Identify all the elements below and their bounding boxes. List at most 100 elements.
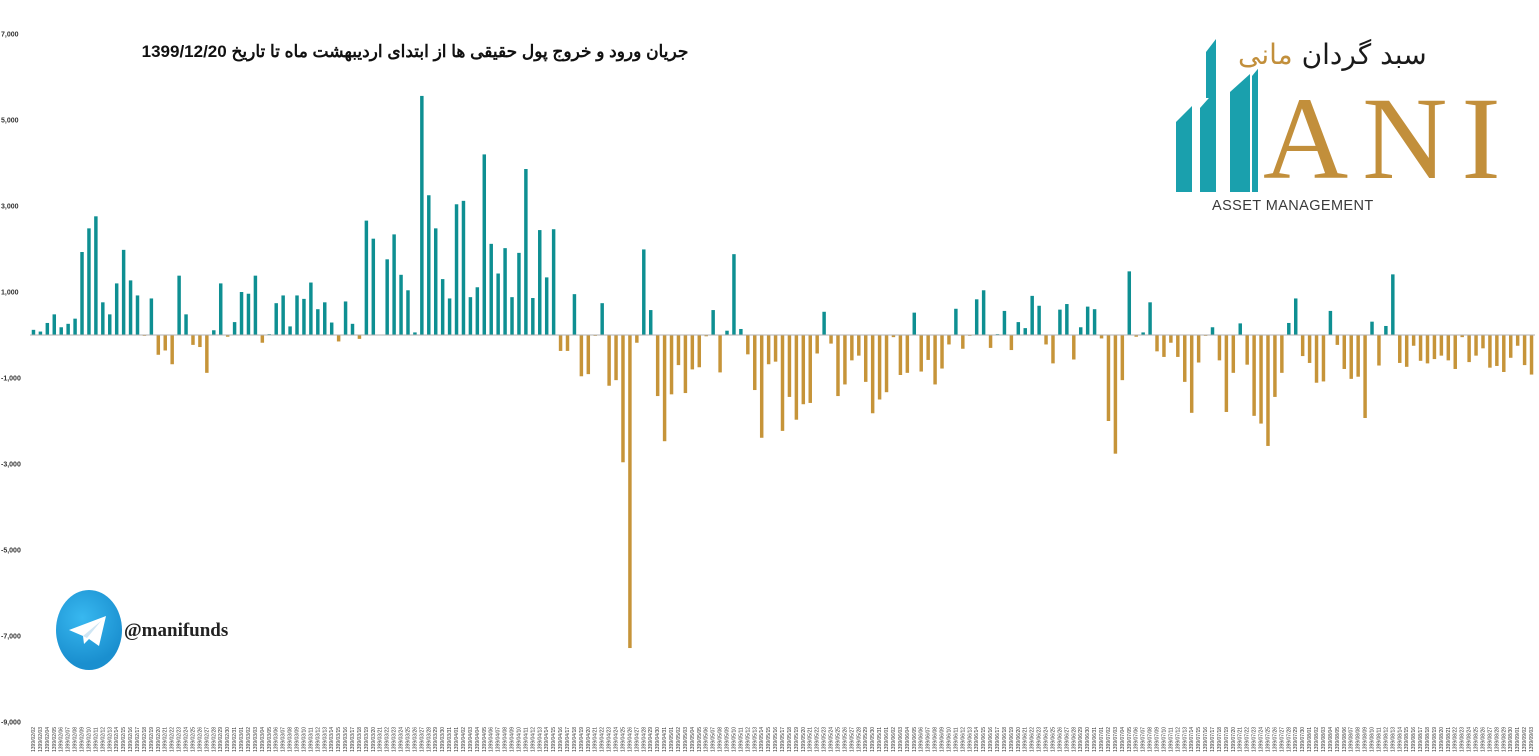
x-tick-label: 1399/06/11: [953, 727, 959, 752]
x-tick-label: 1399/06/14: [974, 727, 980, 752]
x-tick-label: 1399/07/15: [1196, 727, 1202, 752]
bar: [1217, 335, 1222, 361]
bar: [413, 332, 417, 335]
bar: [427, 195, 431, 335]
telegram-badge[interactable]: @manifunds: [56, 590, 256, 672]
x-tick-label: 1399/08/28: [1494, 727, 1500, 752]
x-tick-label: 1399/08/08: [1356, 727, 1362, 752]
bar: [1418, 335, 1423, 361]
bar: [1078, 327, 1083, 335]
x-tick-label: 1399/03/06: [274, 727, 280, 752]
x-tick-label: 1399/04/11: [523, 727, 529, 752]
bar: [1474, 335, 1478, 356]
x-tick-label: 1399/05/22: [815, 727, 821, 752]
bar: [669, 335, 674, 395]
x-tick-label: 1399/02/07: [66, 727, 72, 752]
y-tick-label: -1,000: [1, 376, 21, 383]
x-tick-label: 1399/06/26: [1057, 727, 1063, 752]
bar: [884, 335, 889, 393]
bar: [857, 335, 861, 356]
bar: [1009, 335, 1014, 351]
x-tick-label: 1399/05/07: [711, 727, 717, 752]
bar: [981, 290, 986, 335]
bar: [1404, 335, 1409, 367]
x-tick-label: 1399/02/15: [121, 727, 127, 752]
x-tick-label: 1399/05/11: [738, 727, 744, 752]
x-tick-label: 1399/08/29: [1501, 727, 1507, 752]
bar: [1189, 335, 1194, 413]
bar: [1127, 271, 1132, 335]
bar: [253, 275, 258, 335]
x-tick-label: 1399/04/07: [496, 727, 502, 752]
bar: [1037, 305, 1041, 335]
x-tick-label: 1399/07/16: [1203, 727, 1209, 752]
x-tick-label: 1399/05/31: [877, 727, 883, 752]
x-tick-label: 1399/05/13: [752, 727, 758, 752]
x-tick-label: 1399/03/10: [301, 727, 307, 752]
x-tick-label: 1399/04/10: [516, 727, 522, 752]
x-tick-label: 1399/05/15: [766, 727, 772, 752]
x-tick-label: 1399/03/08: [288, 727, 294, 752]
bar: [329, 322, 334, 335]
bar: [59, 327, 63, 335]
bar: [558, 335, 563, 351]
bar: [551, 229, 556, 335]
x-tick-label: 1399/03/30: [440, 727, 446, 752]
bar: [66, 323, 70, 335]
bar: [336, 335, 341, 342]
x-tick-label: 1399/06/08: [933, 727, 939, 752]
bar: [655, 335, 660, 397]
x-tick-label: 1399/08/17: [1418, 727, 1424, 752]
x-tick-label: 1399/06/16: [988, 727, 994, 752]
bar: [815, 335, 819, 354]
x-tick-label: 1399/03/13: [322, 727, 328, 752]
x-tick-label: 1399/08/15: [1404, 727, 1410, 752]
x-tick-label: 1399/06/18: [1002, 727, 1008, 752]
bar: [919, 335, 923, 372]
logo-persian-text: سبد گردان مانی: [1238, 38, 1427, 71]
x-tick-label: 1399/08/10: [1370, 727, 1376, 752]
bar: [31, 329, 36, 335]
bar: [1321, 335, 1326, 382]
bar: [1446, 335, 1451, 361]
x-tick-label: 1399/07/07: [1141, 727, 1147, 752]
bar: [205, 335, 209, 373]
bar: [274, 303, 278, 335]
bar: [1183, 335, 1187, 382]
x-tick-label: 1399/02/21: [163, 727, 169, 752]
x-tick-label: 1399/06/25: [1050, 727, 1056, 752]
x-tick-label: 1399/08/14: [1397, 727, 1403, 752]
x-tick-label: 1399/06/21: [1023, 727, 1029, 752]
bar: [905, 335, 910, 373]
bar: [170, 335, 174, 365]
x-tick-label: 1399/02/27: [204, 727, 210, 752]
x-tick-label: 1399/05/01: [669, 727, 675, 752]
x-tick-label: 1399/03/17: [350, 727, 356, 752]
bar: [239, 292, 244, 335]
x-tick-label: 1399/02/24: [184, 727, 190, 752]
bar: [635, 335, 639, 343]
x-tick-label: 1399/04/22: [600, 727, 606, 752]
x-tick-label: 1399/04/29: [648, 727, 654, 752]
x-tick-label: 1399/02/08: [73, 727, 79, 752]
bar: [94, 216, 98, 335]
bar: [891, 335, 896, 338]
bar: [191, 335, 195, 345]
bar: [808, 335, 812, 403]
bar: [52, 314, 57, 335]
x-tick-label: 1399/02/23: [177, 727, 183, 752]
bar: [316, 309, 320, 335]
bar: [1259, 335, 1263, 424]
x-tick-label: 1399/04/13: [537, 727, 543, 752]
x-tick-label: 1399/07/12: [1175, 727, 1181, 752]
bar: [433, 228, 438, 335]
bar: [503, 248, 507, 335]
bar: [218, 283, 223, 335]
x-tick-label: 1399/03/12: [315, 727, 321, 752]
x-tick-label: 1399/02/17: [135, 727, 141, 752]
bar: [697, 335, 702, 368]
x-tick-label: 1399/02/28: [211, 727, 217, 752]
logo-bars-icon: [1176, 39, 1258, 192]
x-tick-label: 1399/05/29: [863, 727, 869, 752]
bar: [1134, 335, 1138, 337]
